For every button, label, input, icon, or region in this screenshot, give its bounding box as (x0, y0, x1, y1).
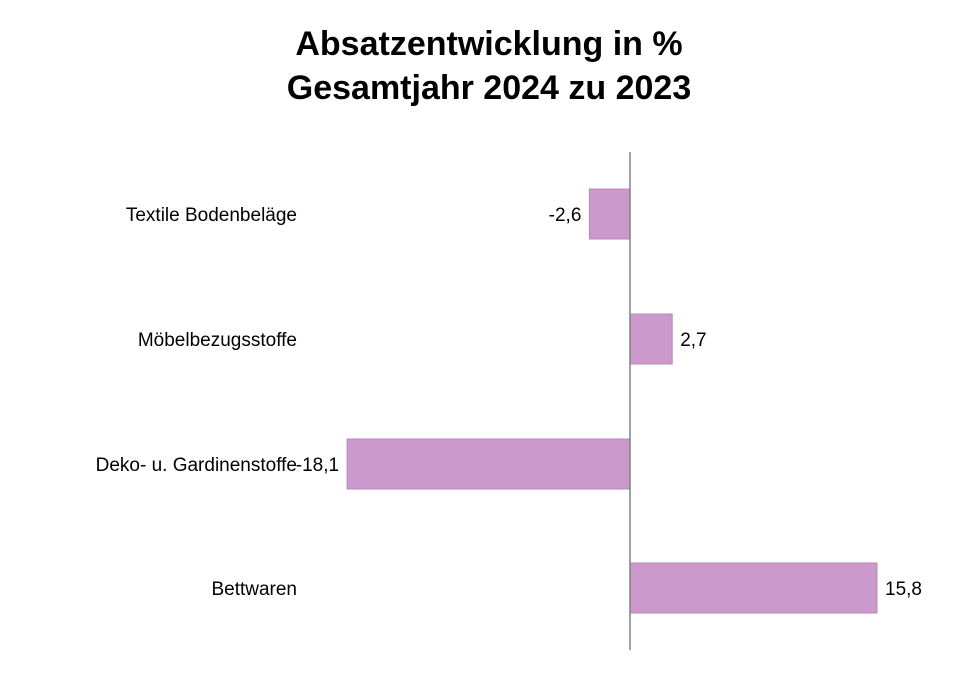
data-label: 15,8 (885, 579, 922, 600)
category-label: Möbelbezugsstoffe (138, 330, 297, 351)
bar (629, 313, 673, 365)
category-label: Bettwaren (211, 579, 297, 600)
data-label: -2,6 (549, 205, 582, 226)
data-label: -18,1 (296, 455, 339, 476)
chart-title-line-2: Gesamtjahr 2024 zu 2023 (286, 69, 692, 107)
bar (629, 562, 878, 614)
chart-title-line-1: Absatzentwicklung in % (295, 25, 683, 63)
category-label: Textile Bodenbeläge (126, 205, 297, 226)
chart-title: Absatzentwicklung in % Gesamtjahr 2024 z… (0, 22, 978, 110)
bar (346, 438, 631, 490)
category-label: Deko- u. Gardinenstoffe (96, 455, 297, 476)
bar (588, 188, 631, 240)
data-label: 2,7 (680, 330, 706, 351)
